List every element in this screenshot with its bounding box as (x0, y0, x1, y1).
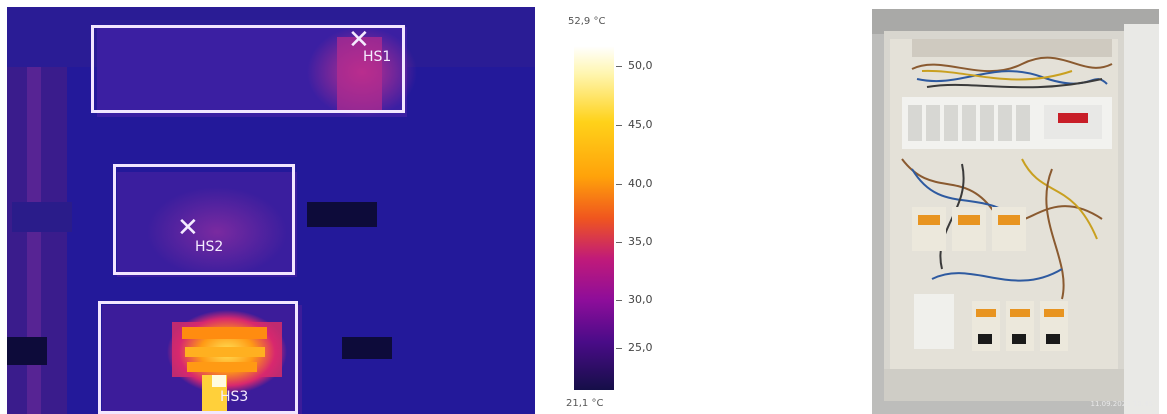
hotspot-1-label: HS1 (363, 49, 392, 65)
hotspot-3-label: HS3 (220, 389, 249, 405)
temperature-scale-bar (574, 46, 614, 390)
scale-tick-label: 30,0 (628, 293, 653, 306)
visual-photo: 11.09.2023 10:45 (872, 9, 1159, 414)
thermal-background (7, 7, 535, 414)
scale-tick-label: 35,0 (628, 235, 653, 248)
scale-tick (616, 125, 622, 126)
scale-tick-label: 50,0 (628, 59, 653, 72)
hotspot-1-frame (91, 25, 405, 113)
scale-min-label: 21,1 °C (566, 398, 604, 409)
thermal-image: ✕ HS1 ✕ HS2 HS3 (7, 7, 535, 414)
hotspot-1-marker-icon: ✕ (348, 25, 370, 55)
electrical-panel-photo (872, 9, 1159, 414)
scale-tick (616, 348, 622, 349)
photo-timestamp: 11.09.2023 10:45 (1090, 400, 1153, 408)
scale-max-label: 52,9 °C (568, 16, 606, 27)
hotspot-2-frame (113, 164, 295, 275)
scale-tick (616, 184, 622, 185)
scale-tick (616, 300, 622, 301)
scale-tick-label: 25,0 (628, 341, 653, 354)
hotspot-2-marker-icon: ✕ (177, 213, 199, 243)
hotspot-2-label: HS2 (195, 239, 224, 255)
scale-tick-label: 40,0 (628, 177, 653, 190)
hotspot-3-frame (98, 301, 298, 414)
scale-tick (616, 66, 622, 67)
scale-tick (616, 242, 622, 243)
scale-tick-label: 45,0 (628, 118, 653, 131)
